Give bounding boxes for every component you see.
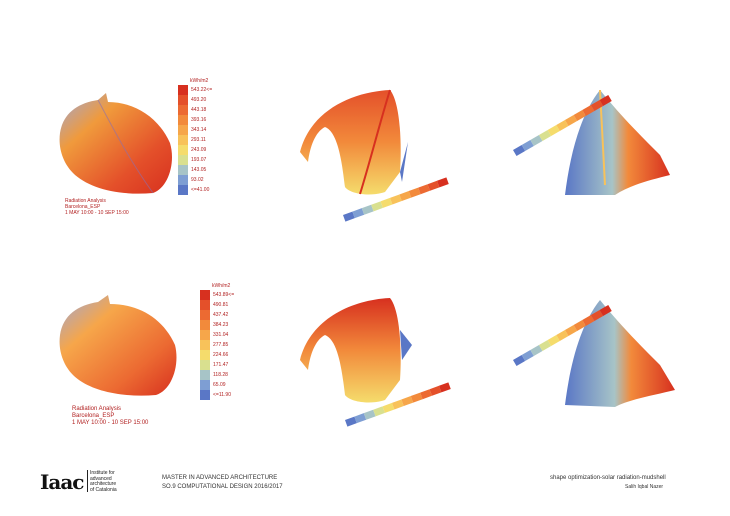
legend-row: 443.18 xyxy=(178,105,298,115)
project-title: shape optimization-solar radiation-mudsh… xyxy=(550,475,666,481)
legend-top: kWh/m2 543.22<= 493.20 443.18 393.16 343.14 2… xyxy=(178,78,298,195)
legend-bottom: kWh/m2 543.89<= 490.81 437.42 384.23 331.04 2… xyxy=(200,283,320,400)
legend-row: 493.20 xyxy=(178,95,298,105)
legend-swatch xyxy=(178,145,188,155)
legend-row: 171.47 xyxy=(200,360,320,370)
logo-text-line2: advanced xyxy=(90,475,112,482)
legend-swatch xyxy=(200,370,210,380)
legend-swatch xyxy=(200,380,210,390)
legend-value: 384.23 xyxy=(213,322,229,328)
legend-value: 293.11 xyxy=(191,137,206,143)
caption-line3: 1 MAY 10:00 - 10 SEP 15:00 xyxy=(65,210,129,216)
rotated-legend-swatch xyxy=(438,382,451,393)
author-name: Salih Iqbal Nazer xyxy=(625,484,664,490)
legend-row: <=11.90 xyxy=(200,390,320,400)
legend-row: 143.05 xyxy=(178,165,298,175)
legend-swatch xyxy=(178,95,188,105)
course-title: SO.9 COMPUTATIONAL DESIGN 2016/2017 xyxy=(162,484,283,490)
shell-render-bottom-right xyxy=(565,300,675,407)
legend-value: 437.42 xyxy=(213,312,229,318)
legend-row: 224.66 xyxy=(200,350,320,360)
legend-value: <=11.90 xyxy=(213,392,231,398)
legend-value: 543.22<= xyxy=(191,87,213,93)
legend-unit: kWh/m2 xyxy=(212,283,231,289)
legend-row: 118.28 xyxy=(200,370,320,380)
legend-unit: kWh/m2 xyxy=(190,78,209,84)
legend-value: 93.02 xyxy=(191,177,204,183)
caption-line3: 1 MAY 10:00 - 10 SEP 15:00 xyxy=(72,420,149,426)
legend-swatch xyxy=(200,300,210,310)
legend-row: 393.16 xyxy=(178,115,298,125)
legend-swatch xyxy=(178,135,188,145)
program-title: MASTER IN ADVANCED ARCHITECTURE xyxy=(162,475,278,481)
caption-bottom: Radiation Analysis Barcelona_ESP 1 MAY 1… xyxy=(72,406,148,427)
legend-swatch xyxy=(200,350,210,360)
caption-top: Radiation Analysis Barcelona_ESP 1 MAY 1… xyxy=(65,198,129,216)
legend-value: 493.20 xyxy=(191,97,207,103)
legend-swatch xyxy=(200,360,210,370)
logo-text-line4: of Catalonia xyxy=(90,486,117,493)
logo-text-line1: Institute for xyxy=(90,470,115,476)
legend-swatch xyxy=(178,115,188,125)
legend-row: 93.02 xyxy=(178,175,298,185)
legend-value: 277.85 xyxy=(213,342,229,348)
legend-value: 143.05 xyxy=(191,167,207,173)
legend-value: 171.47 xyxy=(213,362,229,368)
caption-line2: Barcelona_ESP xyxy=(65,204,101,210)
legend-value: 193.07 xyxy=(191,157,207,163)
legend-swatch xyxy=(178,175,188,185)
legend-swatch xyxy=(200,290,210,300)
shell-render-top-left xyxy=(59,93,173,194)
legend-row: 384.23 xyxy=(200,320,320,330)
legend-row: 293.11 xyxy=(178,135,298,145)
legend-swatch xyxy=(178,85,188,95)
legend-row: 243.09 xyxy=(178,145,298,155)
iaac-logo: Iaac xyxy=(40,470,84,494)
legend-swatch xyxy=(178,105,188,115)
caption-line1: Radiation Analysis xyxy=(65,198,106,204)
rotated-legend-swatch xyxy=(436,177,449,188)
logo-text-line3: architecture xyxy=(90,481,117,487)
legend-row: <=41.00 xyxy=(178,185,298,195)
legend-row: 193.07 xyxy=(178,155,298,165)
caption-line2: Barcelona_ESP xyxy=(72,413,115,419)
caption-line1: Radiation Analysis xyxy=(72,406,122,412)
legend-row: 490.81 xyxy=(200,300,320,310)
legend-row: 277.85 xyxy=(200,340,320,350)
legend-swatch xyxy=(178,185,188,195)
legend-row: 331.04 xyxy=(200,330,320,340)
legend-value: 343.14 xyxy=(191,127,207,133)
shell-render-bottom-left xyxy=(59,295,177,396)
logo-divider xyxy=(87,470,88,492)
legend-swatch xyxy=(178,155,188,165)
iaac-logo-text: Institute for advanced architecture of C… xyxy=(90,470,117,493)
legend-swatch xyxy=(200,320,210,330)
legend-row: 343.14 xyxy=(178,125,298,135)
legend-swatch xyxy=(178,165,188,175)
legend-row: 437.42 xyxy=(200,310,320,320)
legend-value: 490.81 xyxy=(213,302,229,308)
legend-swatch xyxy=(178,125,188,135)
shell-render-bottom-middle xyxy=(300,298,412,403)
legend-swatch xyxy=(200,340,210,350)
legend-value: 65.09 xyxy=(213,382,226,388)
legend-value: <=41.00 xyxy=(191,187,210,193)
legend-swatch xyxy=(200,390,210,400)
legend-value: 243.09 xyxy=(191,147,207,153)
legend-swatch xyxy=(200,330,210,340)
legend-row: 543.89<= xyxy=(200,290,320,300)
legend-value: 543.89<= xyxy=(213,292,235,298)
legend-row: 543.22<= xyxy=(178,85,298,95)
legend-row: 65.09 xyxy=(200,380,320,390)
legend-value: 224.66 xyxy=(213,352,229,358)
legend-value: 331.04 xyxy=(213,332,229,338)
legend-swatch xyxy=(200,310,210,320)
legend-value: 393.16 xyxy=(191,117,207,123)
shell-render-top-middle xyxy=(300,89,408,195)
legend-value: 118.28 xyxy=(213,372,228,378)
legend-value: 443.18 xyxy=(191,107,207,113)
